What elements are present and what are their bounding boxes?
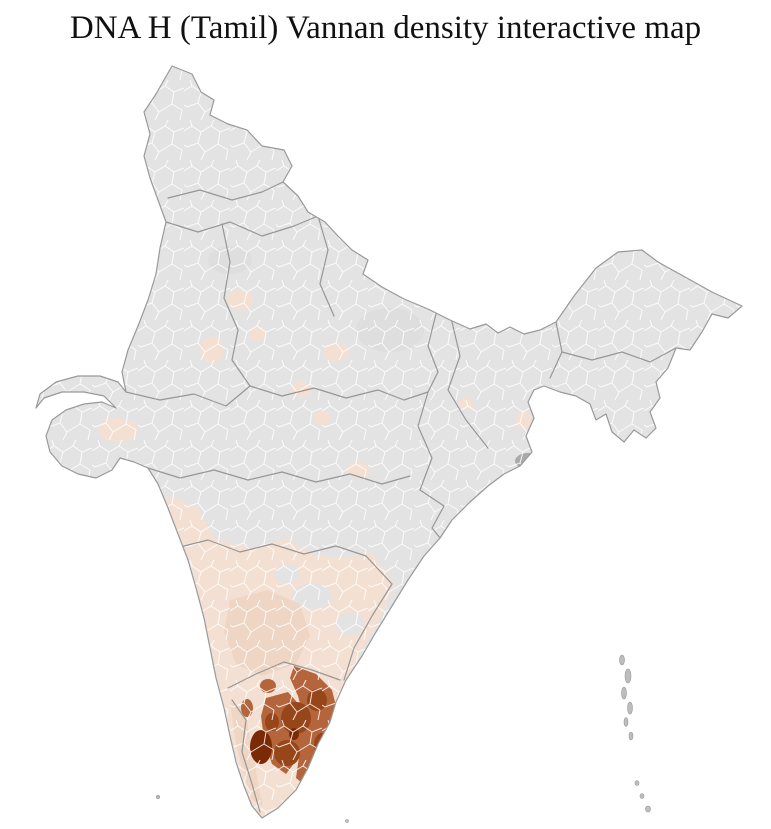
page-title: DNA H (Tamil) Vannan density interactive… <box>69 10 702 46</box>
lakshadweep-islands[interactable] <box>155 794 349 823</box>
state-borders <box>125 181 677 813</box>
india-choropleth[interactable] <box>35 65 743 823</box>
district-borders-overlay <box>36 66 742 818</box>
andaman-nicobar-islands[interactable] <box>619 654 651 813</box>
